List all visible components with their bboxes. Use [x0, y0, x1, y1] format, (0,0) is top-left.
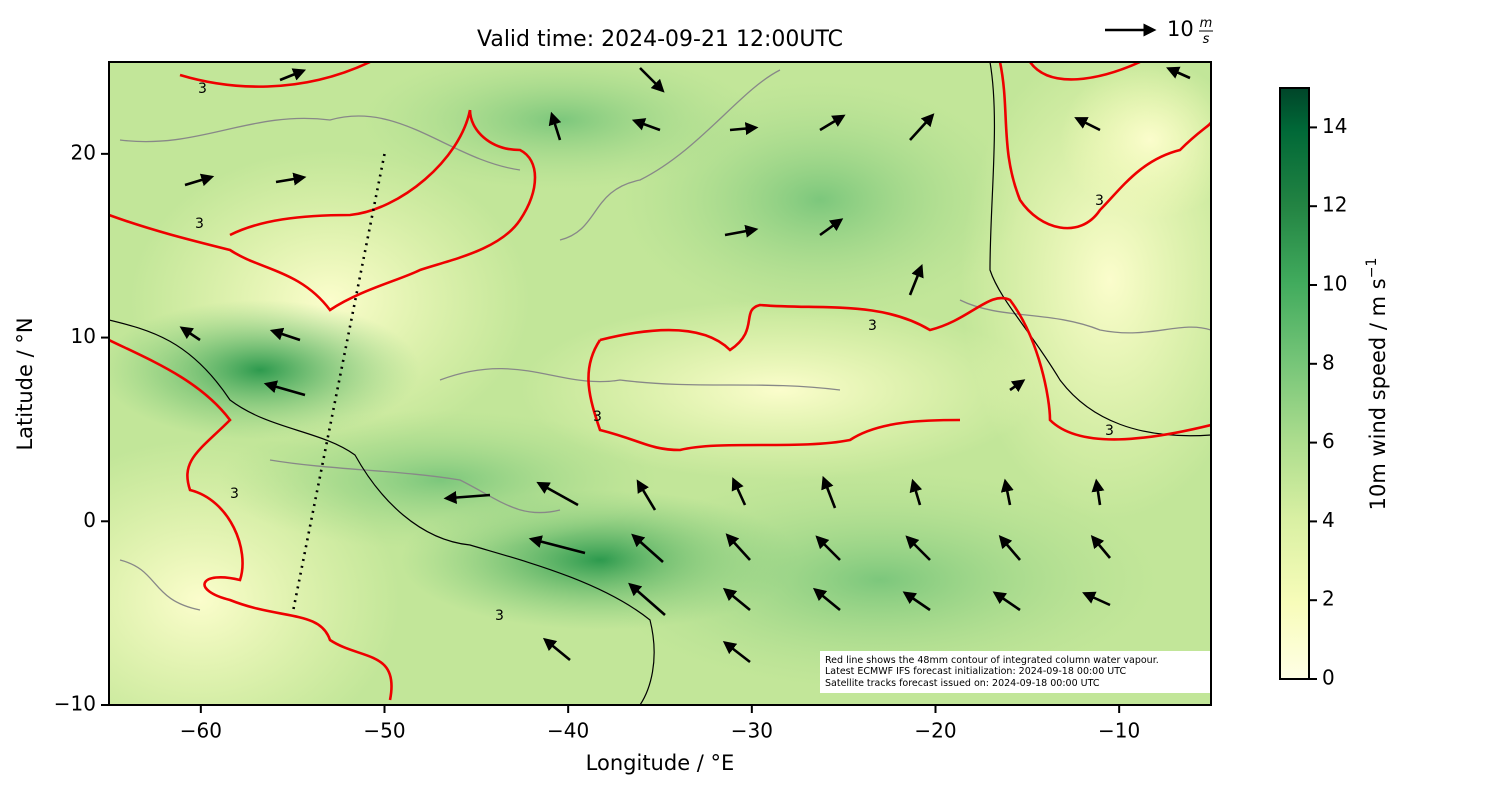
x-tick-label: −10 [1098, 719, 1140, 743]
x-tick-label: −40 [547, 719, 589, 743]
contour-label: 3 [195, 216, 204, 232]
map-field: 3 3 3 3 3 3 3 3 [109, 62, 1211, 705]
x-tick-label: −20 [914, 719, 956, 743]
colorbar-tick-label: 2 [1322, 587, 1335, 611]
colorbar [1279, 87, 1310, 680]
chart-title: Valid time: 2024-09-21 12:00UTC [477, 27, 843, 52]
colorbar-tick-label: 12 [1322, 193, 1347, 217]
annotation-line: Latest ECMWF IFS forecast initialization… [825, 666, 1126, 677]
colorbar-label: 10m wind speed / m s−1 [1364, 258, 1390, 511]
colorbar-tick-label: 14 [1322, 114, 1347, 138]
contour-label: 3 [593, 409, 602, 425]
x-axis-label: Longitude / °E [586, 751, 735, 775]
x-tick-label: −60 [180, 719, 222, 743]
y-tick-label: 10 [71, 324, 96, 348]
colorbar-tick-label: 8 [1322, 350, 1335, 374]
x-tick-label: −50 [363, 719, 405, 743]
plot-frame [108, 61, 1212, 706]
colorbar-tick-label: 0 [1322, 666, 1335, 690]
reference-vector-unit-top: m [1200, 16, 1213, 31]
y-tick-label: −10 [54, 692, 96, 716]
colorbar-tick-label: 4 [1322, 508, 1335, 532]
colorbar-tick-label: 6 [1322, 429, 1335, 453]
reference-vector-label: 10 [1167, 17, 1194, 41]
wind-arrows [179, 66, 1191, 664]
annotation-line: Red line shows the 48mm contour of integ… [825, 655, 1159, 666]
y-tick-label: 0 [83, 508, 96, 532]
reference-vector-unit-bottom: s [1203, 32, 1210, 47]
x-tick-label: −30 [731, 719, 773, 743]
contour-label: 3 [1105, 423, 1114, 439]
satellite-track [291, 153, 386, 614]
colorbar-label-text: 10m wind speed / m s [1366, 278, 1390, 510]
contour-label: 3 [230, 486, 239, 502]
contour-label: 3 [1095, 193, 1104, 209]
contour-label: 3 [198, 81, 207, 97]
contour-label: 3 [495, 608, 504, 624]
annotation-box [820, 651, 1211, 693]
annotation-line: Satellite tracks forecast issued on: 202… [825, 678, 1100, 689]
contour-label: 3 [868, 318, 877, 334]
y-tick-label: 20 [71, 140, 96, 164]
y-axis-label: Latitude / °N [13, 317, 37, 450]
colorbar-tick-label: 10 [1322, 272, 1347, 296]
colorbar-label-exponent: −1 [1364, 258, 1380, 279]
annotation: Red line shows the 48mm contour of integ… [825, 655, 1159, 689]
contour-labels: 3 3 3 3 3 3 3 3 [195, 81, 1114, 624]
